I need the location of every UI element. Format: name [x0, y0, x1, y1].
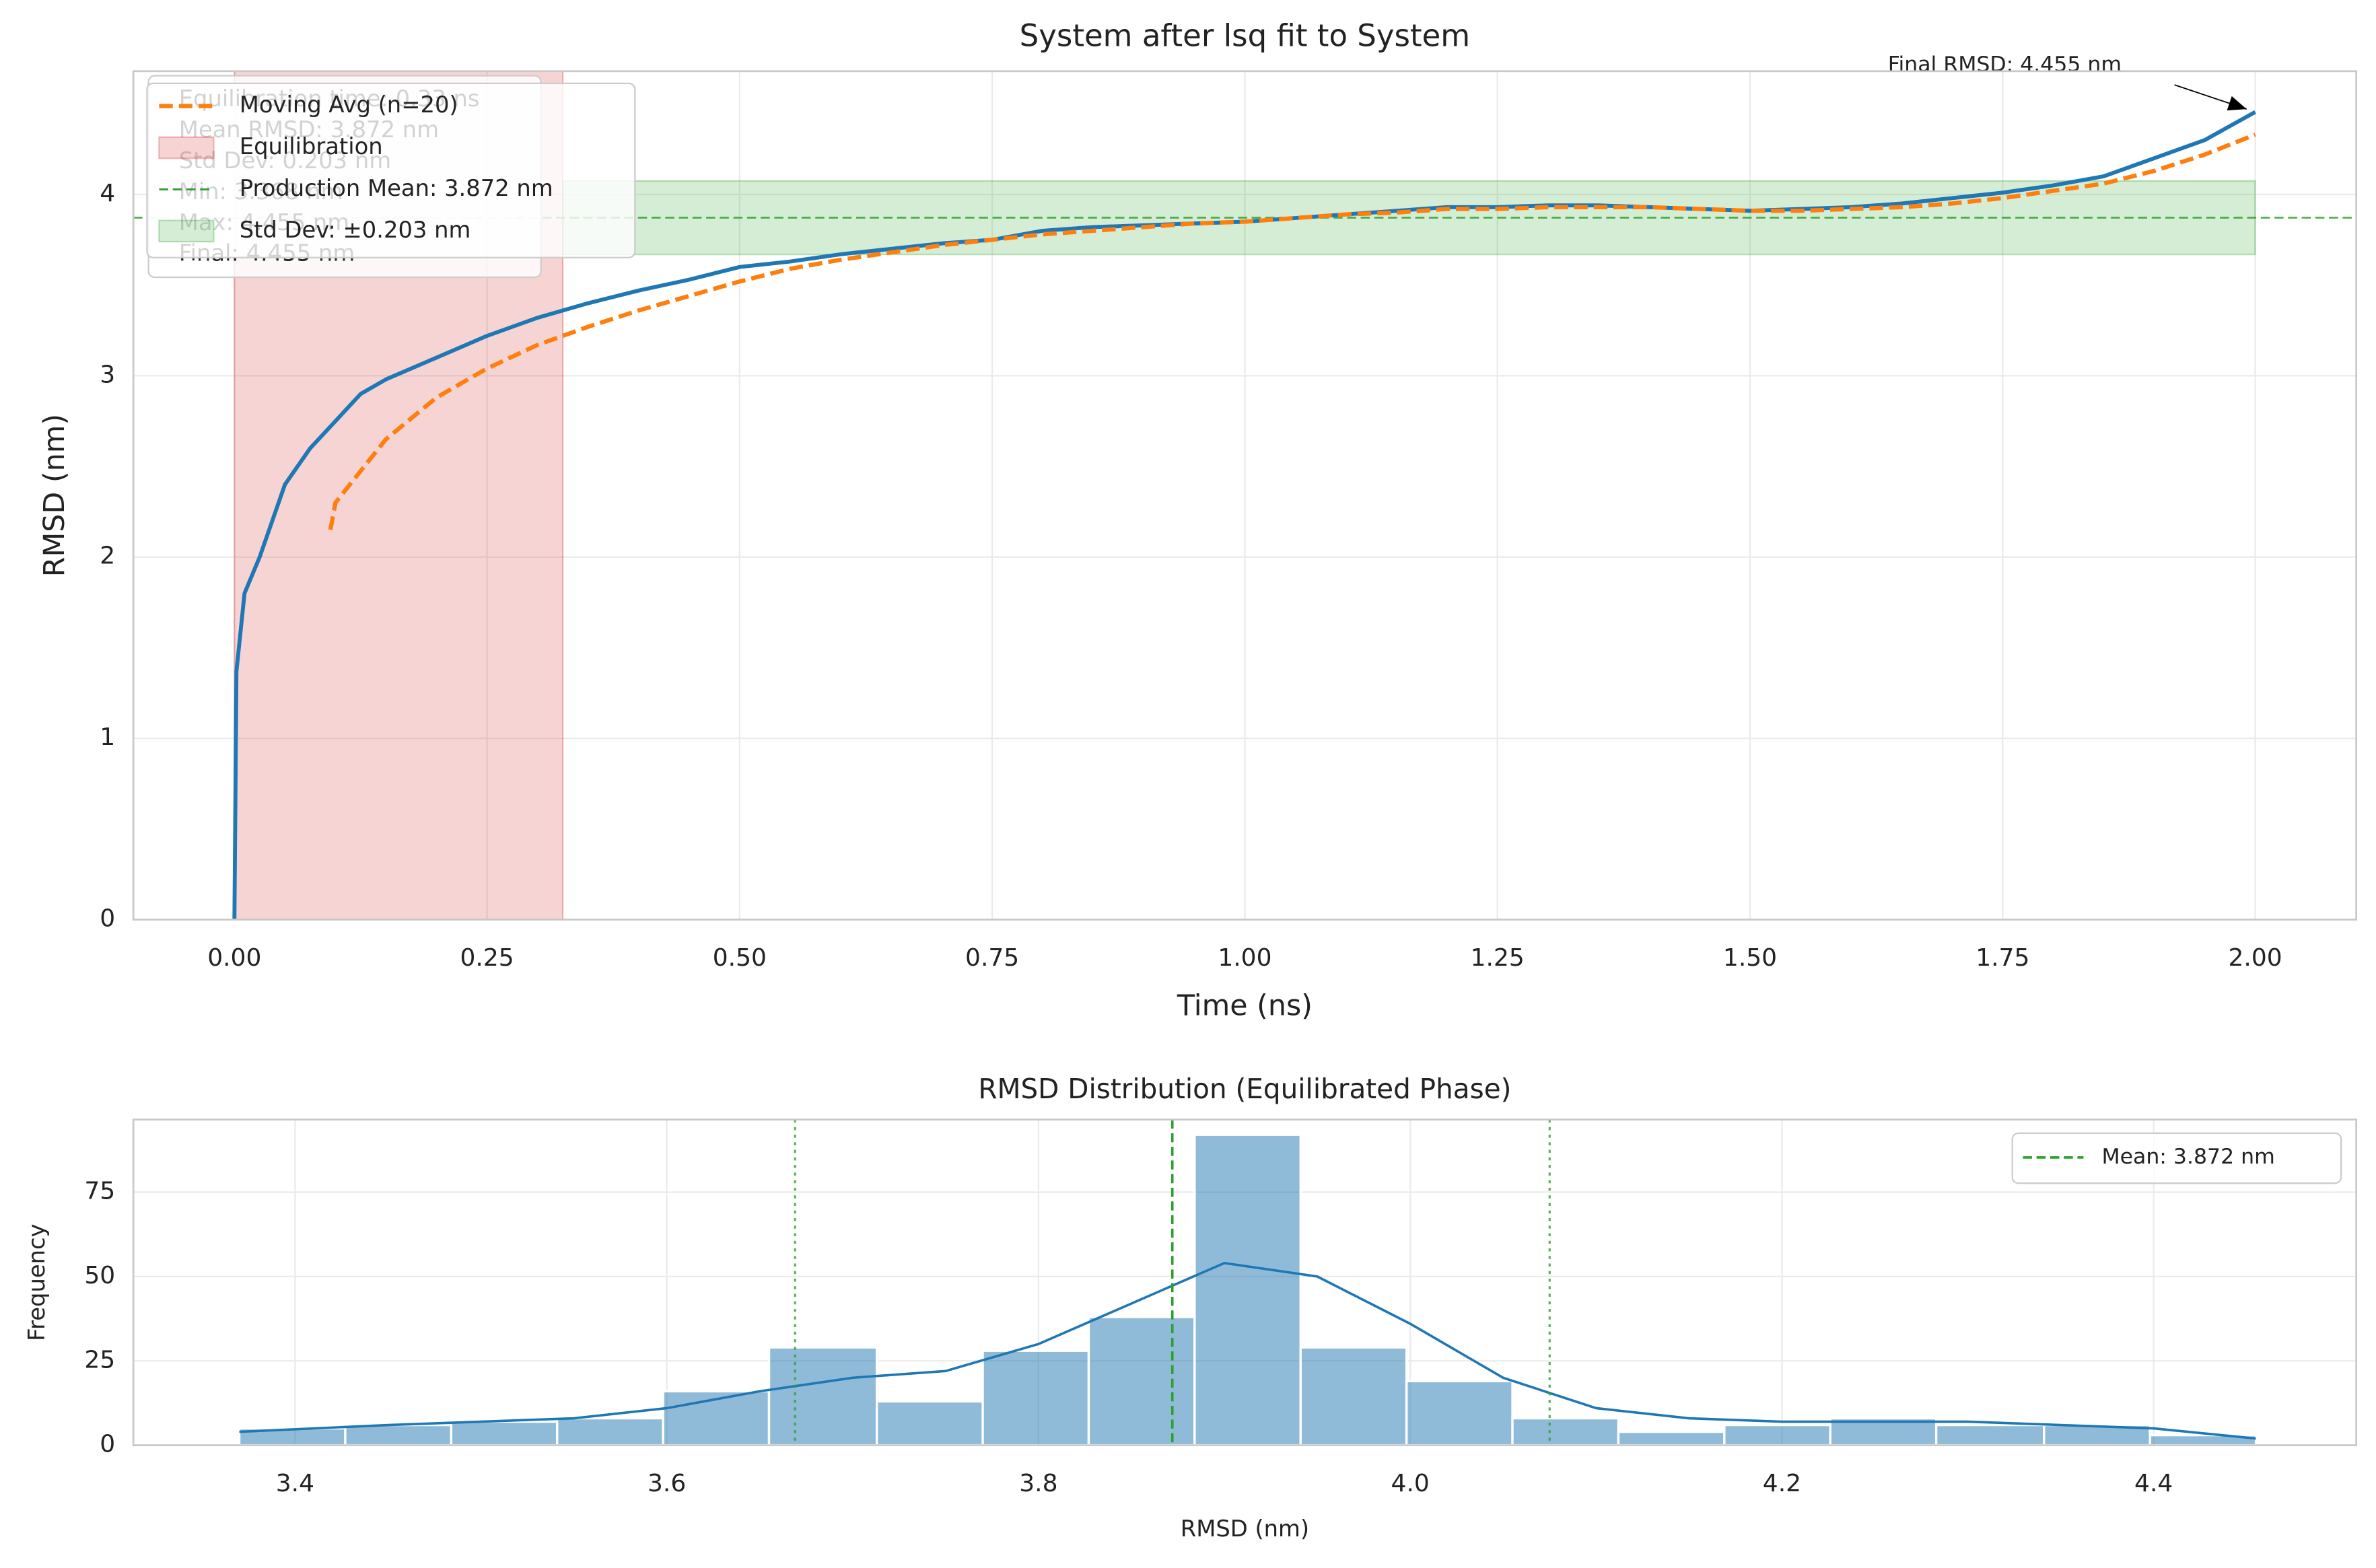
- histogram-bar: [1617, 1430, 1726, 1447]
- legend-label: Moving Avg (n=20): [240, 92, 458, 118]
- legend-label: Production Mean: 3.872 nm: [240, 175, 553, 201]
- y-tick-label: 1: [100, 723, 115, 751]
- x-tick-label: 4.4: [2134, 1470, 2173, 1497]
- kde-line: [239, 1261, 2256, 1440]
- y-tick-label: 0: [100, 904, 115, 932]
- series-line: [232, 110, 2256, 920]
- y-tick-label: 3: [100, 361, 115, 388]
- x-tick-label: 3.6: [648, 1470, 686, 1497]
- plot-frame: [132, 1118, 2358, 1447]
- x-tick-label: 3.4: [276, 1470, 314, 1497]
- histogram-bar: [1299, 1346, 1408, 1447]
- x-tick-label: 3.8: [1019, 1470, 1057, 1497]
- x-tick-label: 0.50: [713, 944, 767, 972]
- series-line: [328, 133, 2256, 530]
- legend-handle: [158, 136, 215, 159]
- x-tick-label: 4.0: [1391, 1470, 1430, 1497]
- legend-label: Std Dev: ±0.203 nm: [240, 217, 471, 243]
- histogram-bar: [556, 1417, 664, 1447]
- y-tick-label: 75: [84, 1177, 115, 1205]
- histogram-bar: [1723, 1423, 1831, 1447]
- x-axis-label: Time (ns): [1177, 989, 1313, 1023]
- histogram-bar: [1511, 1417, 1620, 1447]
- y-tick-label: 4: [100, 180, 115, 207]
- plot-frame: [132, 70, 2358, 921]
- arrow-head: [2227, 96, 2247, 111]
- histogram-bar: [875, 1400, 984, 1447]
- legend-box: [146, 82, 636, 258]
- legend-box: [2011, 1132, 2342, 1184]
- x-tick-label: 0.00: [207, 944, 261, 972]
- legend-label: Equilibration: [240, 133, 383, 159]
- y-axis-label: RMSD (nm): [38, 414, 71, 577]
- y-tick-label: 25: [84, 1346, 115, 1374]
- histogram-bar: [1405, 1380, 1514, 1447]
- histogram-bar: [1087, 1316, 1196, 1447]
- legend-label: Mean: 3.872 nm: [2101, 1145, 2274, 1169]
- annotation-text: Final RMSD: 4.455 nm: [1888, 52, 2122, 77]
- x-tick-label: 0.25: [460, 944, 514, 972]
- legend-handle: [158, 219, 215, 243]
- x-tick-label: 1.50: [1723, 944, 1777, 972]
- histogram-bar: [344, 1423, 453, 1447]
- x-tick-label: 4.2: [1763, 1470, 1801, 1497]
- y-tick-label: 0: [100, 1431, 115, 1458]
- chart-title: RMSD Distribution (Equilibrated Phase): [978, 1073, 1511, 1105]
- x-axis-label: RMSD (nm): [1181, 1516, 1309, 1542]
- y-tick-label: 50: [84, 1262, 115, 1289]
- y-tick-label: 2: [100, 542, 115, 570]
- histogram-bar: [981, 1349, 1090, 1447]
- x-tick-label: 0.75: [965, 944, 1019, 972]
- histogram-bar: [1934, 1423, 2046, 1447]
- y-axis-label: Frequency: [24, 1223, 50, 1341]
- histogram-bar: [767, 1346, 878, 1447]
- histogram-bar: [450, 1420, 559, 1447]
- x-tick-label: 1.00: [1218, 944, 1271, 972]
- histogram-bar: [1193, 1133, 1302, 1447]
- x-tick-label: 1.75: [1976, 944, 2029, 972]
- x-tick-label: 2.00: [2228, 944, 2282, 972]
- chart-title: System after lsq fit to System: [1020, 17, 1471, 53]
- x-tick-label: 1.25: [1471, 944, 1525, 972]
